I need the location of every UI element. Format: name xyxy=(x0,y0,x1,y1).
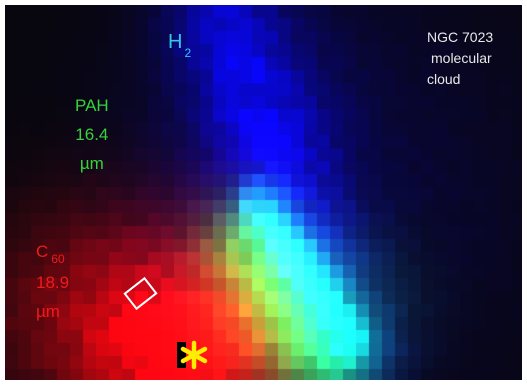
pah-label: PAH 16.4 µm xyxy=(75,91,109,178)
c60-label-sub: 60 xyxy=(51,252,65,266)
h2-label-main: H xyxy=(168,31,183,53)
pah-label-line1: PAH xyxy=(75,96,109,115)
object-title-line1: NGC 7023 xyxy=(427,29,494,45)
c60-label-line2: 18.9 xyxy=(36,273,70,292)
c60-label: C 60 18.9 µm xyxy=(36,237,69,326)
object-title: NGC 7023 molecular cloud xyxy=(427,27,493,90)
pah-label-line2: 16.4 xyxy=(75,125,109,144)
false-color-pixel-map xyxy=(5,5,522,380)
object-title-line3: cloud xyxy=(427,71,461,87)
c60-label-line3: µm xyxy=(36,302,60,321)
c60-label-main: C xyxy=(36,242,49,261)
pah-label-line3: µm xyxy=(79,154,104,173)
object-title-line2: molecular xyxy=(431,50,492,66)
h2-label-sub: 2 xyxy=(184,46,192,60)
asterisk-star-icon xyxy=(177,340,208,370)
